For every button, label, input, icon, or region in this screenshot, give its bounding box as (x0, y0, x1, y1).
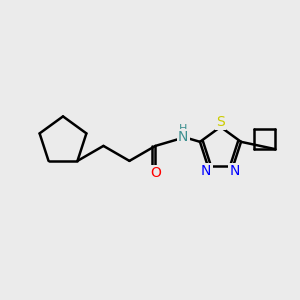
Text: N: N (178, 130, 188, 144)
Text: H: H (179, 124, 188, 134)
Text: O: O (150, 166, 161, 180)
Text: S: S (216, 115, 225, 128)
Text: N: N (201, 164, 211, 178)
Text: N: N (230, 164, 240, 178)
